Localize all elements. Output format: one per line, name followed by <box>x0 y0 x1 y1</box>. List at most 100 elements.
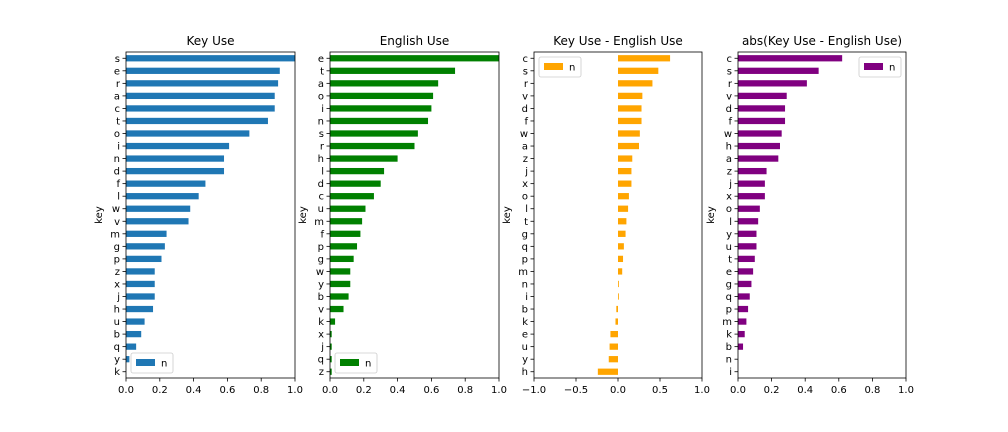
y-tick-label: f <box>524 116 528 127</box>
y-tick-label: w <box>520 129 528 140</box>
bar-e <box>610 330 618 338</box>
x-tick-label: 0.6 <box>423 385 439 396</box>
chart-title: English Use <box>380 34 450 48</box>
legend-swatch <box>136 359 155 366</box>
chart-title: Key Use - English Use <box>553 34 683 48</box>
bar-p <box>126 255 162 263</box>
y-tick-label: v <box>522 91 528 102</box>
y-tick-label: q <box>726 292 732 303</box>
y-tick-label: s <box>115 54 120 65</box>
bar-f <box>738 117 786 125</box>
y-tick-label: r <box>116 79 121 90</box>
y-tick-label: z <box>727 167 732 178</box>
y-tick-label: k <box>522 317 528 328</box>
bar-m <box>330 218 363 225</box>
y-tick-label: k <box>114 367 120 378</box>
bar-p <box>330 243 358 250</box>
y-tick-label: g <box>726 279 732 290</box>
y-tick-label: n <box>726 355 732 366</box>
y-tick-label: o <box>522 192 528 203</box>
y-tick-label: y <box>114 355 120 366</box>
legend-swatch <box>864 63 883 70</box>
bar-l <box>330 167 385 175</box>
bar-r <box>126 80 279 87</box>
bar-y <box>738 230 757 237</box>
bar-d <box>330 180 381 187</box>
y-tick-label: n <box>318 116 324 127</box>
legend-label: n <box>569 63 575 74</box>
bar-n <box>618 280 619 288</box>
y-tick-label: k <box>726 330 732 341</box>
bar-p <box>738 305 749 313</box>
y-tick-label: f <box>320 229 324 240</box>
bar-t <box>126 117 268 125</box>
x-tick-label: 0.0 <box>322 385 338 396</box>
bar-l <box>738 218 759 225</box>
bar-r <box>618 80 653 87</box>
x-tick-label: 1.0 <box>694 385 710 396</box>
y-tick-label: x <box>114 279 120 290</box>
y-tick-label: p <box>114 254 120 265</box>
bar-b <box>126 330 142 338</box>
x-tick-label: 0.6 <box>219 385 235 396</box>
bar-g <box>126 243 165 250</box>
x-tick-label: 0.2 <box>356 385 372 396</box>
legend-label: n <box>161 359 167 370</box>
bar-k <box>615 318 618 325</box>
x-tick-label: 0.8 <box>864 385 880 396</box>
bar-a <box>330 80 439 87</box>
y-tick-label: x <box>522 179 528 190</box>
y-tick-label: j <box>116 292 120 303</box>
bar-y <box>330 280 351 288</box>
bar-i <box>618 293 619 300</box>
bar-q <box>126 343 137 350</box>
y-tick-label: j <box>320 342 324 353</box>
bar-r <box>330 142 415 150</box>
y-tick-label: q <box>318 355 324 366</box>
y-tick-label: o <box>726 204 732 215</box>
y-tick-label: v <box>318 305 324 316</box>
bar-s <box>618 67 659 74</box>
chart-title: abs(Key Use - English Use) <box>742 34 902 48</box>
y-axis-label: key <box>94 206 105 224</box>
y-tick-label: g <box>114 242 120 253</box>
bar-i <box>126 142 230 150</box>
bar-k <box>330 318 336 325</box>
y-tick-label: d <box>726 104 732 115</box>
bar-c <box>330 193 374 200</box>
y-tick-label: b <box>726 342 732 353</box>
bar-w <box>618 130 640 137</box>
y-axis-label: key <box>298 206 309 224</box>
y-tick-label: u <box>318 204 324 215</box>
x-tick-label: 0.4 <box>390 385 406 396</box>
bar-g <box>618 230 626 237</box>
y-tick-label: i <box>525 292 528 303</box>
axes-frame <box>737 51 907 379</box>
y-tick-label: u <box>114 317 120 328</box>
y-tick-label: x <box>318 330 324 341</box>
bar-r <box>738 80 807 87</box>
y-tick-label: t <box>116 116 120 127</box>
bar-o <box>618 193 629 200</box>
bar-f <box>618 117 642 125</box>
bar-a <box>618 142 639 150</box>
y-tick-label: d <box>522 104 528 115</box>
bar-q <box>618 243 624 250</box>
y-tick-label: i <box>321 104 324 115</box>
legend-swatch <box>340 359 359 366</box>
y-tick-label: s <box>523 66 528 77</box>
y-tick-label: g <box>522 229 528 240</box>
y-tick-label: f <box>116 179 120 190</box>
y-tick-label: m <box>110 229 120 240</box>
bar-j <box>330 343 332 350</box>
y-tick-label: w <box>112 204 120 215</box>
bar-h <box>738 142 780 150</box>
bar-z <box>330 368 332 375</box>
x-tick-label: 0.0 <box>118 385 134 396</box>
y-tick-label: h <box>726 142 732 153</box>
y-tick-label: a <box>318 79 324 90</box>
y-tick-label: w <box>316 267 324 278</box>
y-tick-label: s <box>319 129 324 140</box>
y-tick-label: p <box>318 242 324 253</box>
y-tick-label: k <box>318 317 324 328</box>
